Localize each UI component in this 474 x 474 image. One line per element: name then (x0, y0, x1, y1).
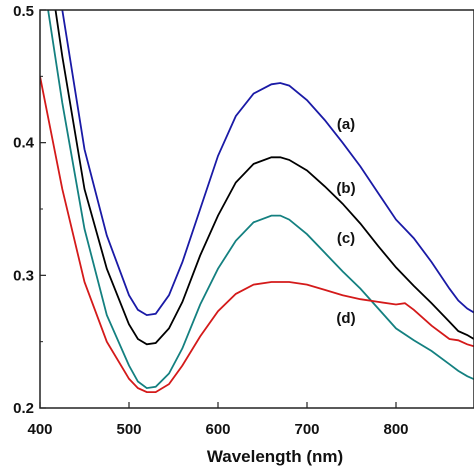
curve-label-b: (b) (336, 180, 355, 197)
y-tick-label: 0.3 (13, 267, 34, 284)
series-line-c (47, 10, 474, 390)
x-tick-label: 400 (27, 421, 52, 438)
x-tick-label: 500 (116, 421, 141, 438)
y-tick-label: 0.5 (13, 3, 34, 20)
plot-frame (39, 9, 474, 409)
series-line-a (61, 10, 474, 317)
x-tick-label: 600 (205, 421, 230, 438)
series-line-b (54, 10, 474, 346)
curve-label-a: (a) (337, 116, 355, 133)
y-tick-label: 0.4 (13, 135, 35, 152)
x-tick-label: 700 (294, 421, 319, 438)
y-tick-label: 0.2 (13, 400, 34, 417)
x-axis-title: Wavelength (nm) (207, 447, 343, 466)
curve-label-c: (c) (337, 230, 355, 247)
curve-label-d: (d) (336, 310, 355, 327)
x-tick-label: 800 (383, 421, 408, 438)
series-line-d (40, 76, 474, 393)
